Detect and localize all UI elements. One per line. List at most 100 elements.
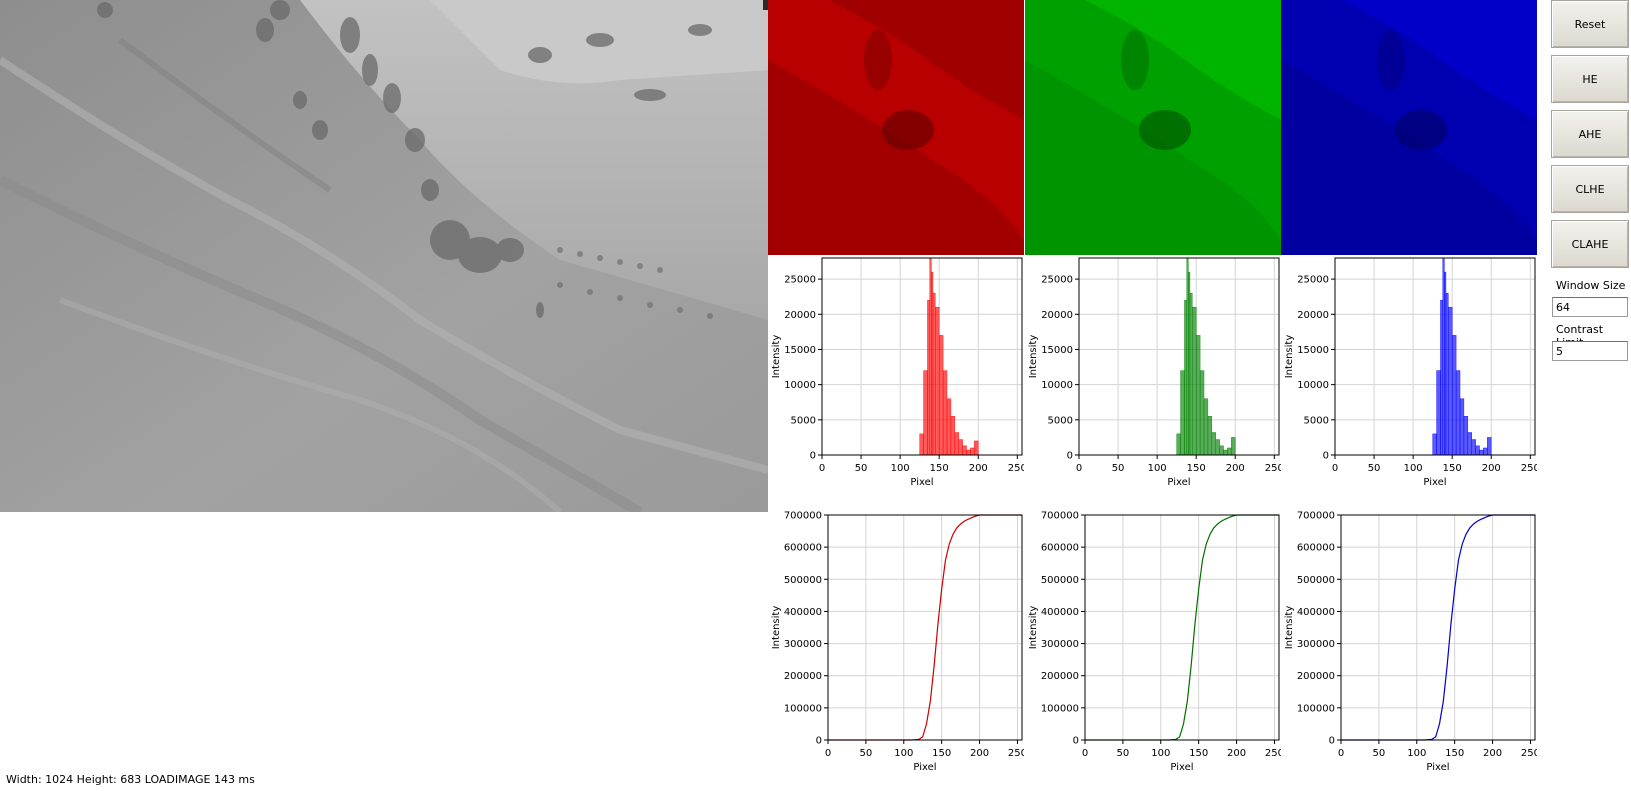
x-tick-label: 150 [1189,748,1208,759]
y-tick-label: 15000 [1041,345,1073,356]
plot-frame [1334,257,1536,456]
x-tick-label: 100 [891,463,910,474]
y-tick-label: 300000 [1297,639,1335,650]
status-text: Width: 1024 Height: 683 LOADIMAGE 143 ms [6,773,255,786]
histogram-bar [1215,439,1220,456]
histogram-bar [1207,416,1213,456]
x-tick-label: 0 [1082,748,1088,759]
clahe-button[interactable]: CLAHE [1551,220,1629,268]
x-tick-label: 150 [1443,463,1462,474]
y-tick-label: 200000 [784,671,822,682]
window-size-input[interactable] [1552,297,1628,317]
y-tick-label: 5000 [1048,415,1073,426]
x-tick-label: 50 [855,463,868,474]
y-tick-label: 200000 [1297,671,1335,682]
histogram-bar [1188,271,1191,456]
x-tick-label: 50 [1368,463,1381,474]
histogram-bar [932,292,936,456]
histogram-bar [1483,447,1488,456]
y-tick-label: 700000 [1297,511,1335,522]
x-tick-label: 0 [1338,748,1344,759]
x-axis-label: Pixel [910,477,933,488]
x-tick-label: 50 [1117,748,1130,759]
y-tick-label: 10000 [1041,380,1073,391]
y-tick-label: 0 [1323,451,1329,462]
x-tick-label: 100 [1151,748,1170,759]
green-histogram-chart: 0 50 100 150 200 250 0 5000 10000 15000 20000 25000… [1028,257,1281,488]
x-tick-label: 0 [819,463,825,474]
x-tick-label: 150 [932,748,951,759]
y-axis-label: Intensity [771,606,782,650]
y-tick-label: 100000 [1297,703,1335,714]
y-axis-label: Intensity [1028,335,1039,379]
plot-area [828,515,1022,740]
x-tick-label: 250 [1521,463,1537,474]
he-button[interactable]: HE [1551,55,1629,103]
y-tick-label: 600000 [784,543,822,554]
x-axis-label: Pixel [1167,477,1190,488]
y-tick-label: 10000 [784,380,816,391]
y-tick-label: 400000 [1297,607,1335,618]
histogram-bar [942,370,948,456]
histogram-bar [929,257,932,456]
histogram-bar [1176,433,1181,456]
ahe-button[interactable]: AHE [1551,110,1629,158]
histogram-bar [923,370,928,456]
contrast-limit-input[interactable] [1552,341,1628,361]
histogram-bar [1471,439,1476,456]
x-tick-label: 100 [1407,748,1426,759]
histogram-bar [1203,398,1209,456]
reset-button[interactable]: Reset [1551,0,1629,48]
red-channel-image [768,0,1024,255]
histogram-bar [974,440,979,456]
x-tick-label: 100 [894,748,913,759]
y-tick-label: 0 [810,451,816,462]
y-tick-label: 600000 [1041,543,1079,554]
plot-frame [1340,514,1536,741]
y-tick-label: 400000 [784,607,822,618]
histogram-bar [1231,437,1236,456]
blue-cdf-chart: 0 50 100 150 200 250 0 100000 200000 300000 400000… [1284,511,1537,771]
y-tick-label: 15000 [1297,345,1329,356]
cdf-line [1085,514,1279,741]
y-tick-label: 500000 [784,575,822,586]
x-tick-label: 200 [1226,463,1245,474]
histogram-bar [1192,307,1197,456]
histogram-bar [931,271,934,456]
histogram-bar [966,449,971,456]
x-axis-label: Pixel [1423,477,1446,488]
x-tick-label: 200 [1482,463,1501,474]
y-tick-label: 5000 [1304,415,1329,426]
y-tick-label: 300000 [784,639,822,650]
y-axis-label: Intensity [1284,606,1295,650]
x-axis-label: Pixel [1170,762,1193,770]
x-tick-label: 200 [1483,748,1502,759]
clhe-button[interactable]: CLHE [1551,165,1629,213]
histogram-bar [954,432,959,456]
histogram-bar [1448,307,1453,456]
x-tick-label: 150 [1445,748,1464,759]
histogram-bar [1475,445,1480,456]
histogram-bar [1223,449,1228,456]
histogram-bar [946,398,952,456]
y-tick-label: 25000 [784,275,816,286]
blue-channel-image [1281,0,1537,255]
histogram-bar [1440,300,1444,456]
y-tick-label: 0 [1073,736,1079,747]
plot-area [1085,515,1279,740]
plot-area [1079,258,1279,455]
histogram-bar [1463,416,1469,456]
x-tick-label: 150 [1187,463,1206,474]
histogram-bar [950,416,956,456]
window-size-label: Window Size [1556,279,1626,292]
x-tick-label: 200 [969,463,988,474]
y-tick-label: 100000 [1041,703,1079,714]
y-tick-label: 20000 [1297,310,1329,321]
y-axis-label: Intensity [1284,335,1295,379]
y-tick-label: 700000 [784,511,822,522]
y-tick-label: 25000 [1041,275,1073,286]
x-axis-label: Pixel [1426,762,1449,770]
y-tick-label: 300000 [1041,639,1079,650]
x-tick-label: 200 [970,748,989,759]
x-tick-label: 0 [1332,463,1338,474]
